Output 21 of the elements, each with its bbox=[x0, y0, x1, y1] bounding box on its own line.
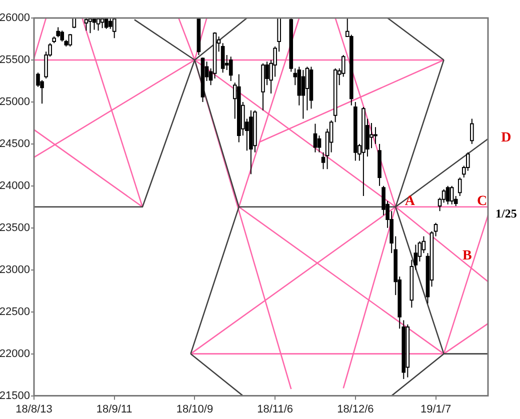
annotation: A bbox=[404, 194, 416, 209]
y-tick-label: 24000 bbox=[0, 180, 30, 192]
y-tick-label: 25500 bbox=[0, 54, 30, 66]
annotation: B bbox=[462, 248, 472, 264]
x-tick-label: 18/8/13 bbox=[16, 403, 52, 416]
x-tick-label: 18/10/9 bbox=[176, 403, 214, 416]
x-tick-label: 18/9/11 bbox=[96, 403, 132, 416]
y-tick-label: 22500 bbox=[0, 306, 30, 318]
x-tick-label: 19/1/7 bbox=[420, 403, 452, 416]
y-tick-label: 23500 bbox=[0, 222, 30, 234]
y-tick-label: 22000 bbox=[0, 348, 30, 360]
y-tick-label: 23000 bbox=[0, 264, 30, 276]
x-tick-label: 18/12/6 bbox=[337, 403, 374, 416]
text: D bbox=[501, 130, 512, 146]
annotation: C bbox=[477, 194, 488, 209]
x-tick-label: 18/11/6 bbox=[257, 403, 294, 416]
y-tick-label: 25000 bbox=[0, 96, 30, 108]
y-tick-label: 24500 bbox=[0, 138, 30, 150]
y-tick-label: 26000 bbox=[0, 12, 30, 24]
y-tick-label: 21500 bbox=[0, 390, 30, 402]
text: 1/25 bbox=[495, 206, 517, 221]
